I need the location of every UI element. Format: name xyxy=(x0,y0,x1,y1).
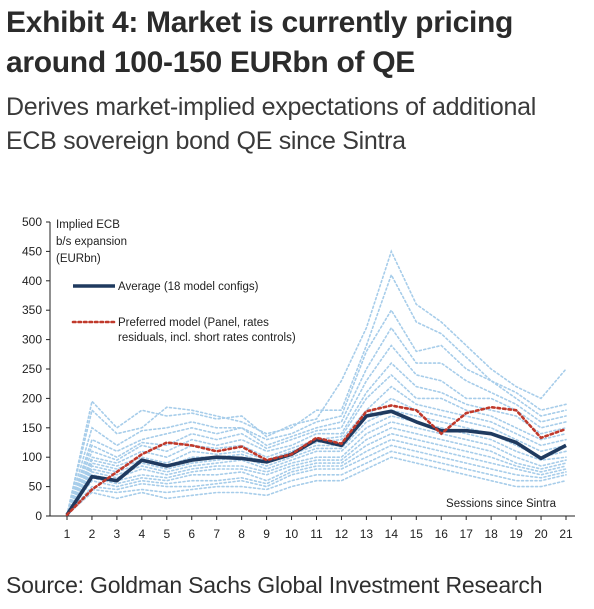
y-tick-label-450: 450 xyxy=(22,244,42,258)
chart-subtitle-line-2: ECB sovereign bond QE since Sintra xyxy=(6,127,406,155)
series-layer xyxy=(65,404,568,517)
x-tick-label-21: 21 xyxy=(559,527,573,541)
config-line-5 xyxy=(66,344,567,516)
config-line-6 xyxy=(66,361,567,516)
y-tick-label-50: 50 xyxy=(29,480,43,494)
y-tick-label-200: 200 xyxy=(22,391,42,405)
x-tick-label-2: 2 xyxy=(89,527,96,541)
x-tick-label-3: 3 xyxy=(114,527,121,541)
legend: Average (18 model configs) Preferred mode… xyxy=(70,279,332,345)
config-line-4 xyxy=(66,326,567,516)
y-tick-label-300: 300 xyxy=(22,333,42,347)
y-tick-label-350: 350 xyxy=(22,303,42,317)
x-tick-label-12: 12 xyxy=(335,527,349,541)
config-line-2 xyxy=(66,272,567,516)
config-line-15 xyxy=(66,438,567,516)
y-tick-label-100: 100 xyxy=(22,450,42,464)
y-tick-label-500: 500 xyxy=(22,215,42,229)
config-line-8 xyxy=(66,385,567,516)
config-line-17 xyxy=(66,450,567,516)
chart-subtitle: Derives market-implied expectations of a… xyxy=(6,90,591,158)
config-line-1 xyxy=(66,249,567,516)
x-tick-label-8: 8 xyxy=(238,527,245,541)
source-note: Source: Goldman Sachs Global Investment … xyxy=(6,572,543,598)
x-tick-label-15: 15 xyxy=(410,527,424,541)
x-tick-label-9: 9 xyxy=(263,527,270,541)
x-axis-label: Sessions since Sintra xyxy=(446,498,557,510)
chart-title-line-1: Exhibit 4: Market is currently pricing xyxy=(6,6,514,39)
x-tick-label-6: 6 xyxy=(188,527,195,541)
chart-subtitle-line-1: Derives market-implied expectations of a… xyxy=(6,93,537,121)
config-line-14 xyxy=(66,432,567,516)
config-line-18 xyxy=(66,456,567,516)
x-tick-label-11: 11 xyxy=(310,527,323,541)
config-line-3 xyxy=(66,308,567,516)
config-line-16 xyxy=(66,444,567,516)
legend-preferred-label: Preferred model (Panel, rates residuals, … xyxy=(118,317,296,344)
legend-preferred-backdrop xyxy=(70,311,332,345)
y-tick-label-150: 150 xyxy=(22,421,42,435)
y-axis-label-line-1: Implied ECB xyxy=(56,219,120,231)
config-line-13 xyxy=(66,426,567,516)
y-tick-label-250: 250 xyxy=(22,362,42,376)
x-tick-label-10: 10 xyxy=(285,527,299,541)
legend-average-label: Average (18 model configs) xyxy=(118,281,259,293)
x-tick-label-20: 20 xyxy=(534,527,548,541)
chart-title-line-2: around 100-150 EURbn of QE xyxy=(6,46,415,79)
x-tick-label-17: 17 xyxy=(460,527,474,541)
series-average-line xyxy=(65,409,567,516)
x-tick-label-19: 19 xyxy=(509,527,523,541)
y-axis-label-line-3: (EURbn) xyxy=(56,253,101,265)
x-tick-label-13: 13 xyxy=(360,527,374,541)
legend-average-backdrop xyxy=(70,279,332,294)
y-axis-label-line-2: b/s expansion xyxy=(56,236,127,248)
config-line-12 xyxy=(66,421,567,516)
config-line-11 xyxy=(66,415,567,516)
x-tick-label-4: 4 xyxy=(139,527,146,541)
x-tick-label-5: 5 xyxy=(163,527,170,541)
y-tick-label-0: 0 xyxy=(35,509,42,523)
y-tick-label-400: 400 xyxy=(22,274,42,288)
x-tick-label-14: 14 xyxy=(385,527,399,541)
x-tick-label-7: 7 xyxy=(213,527,220,541)
series-preferred-line xyxy=(65,404,568,517)
x-tick-label-18: 18 xyxy=(484,527,498,541)
x-tick-label-16: 16 xyxy=(435,527,449,541)
config-line-7 xyxy=(66,373,567,516)
chart-title: Exhibit 4: Market is currently pricing a… xyxy=(6,3,586,83)
x-tick-label-1: 1 xyxy=(64,527,71,541)
